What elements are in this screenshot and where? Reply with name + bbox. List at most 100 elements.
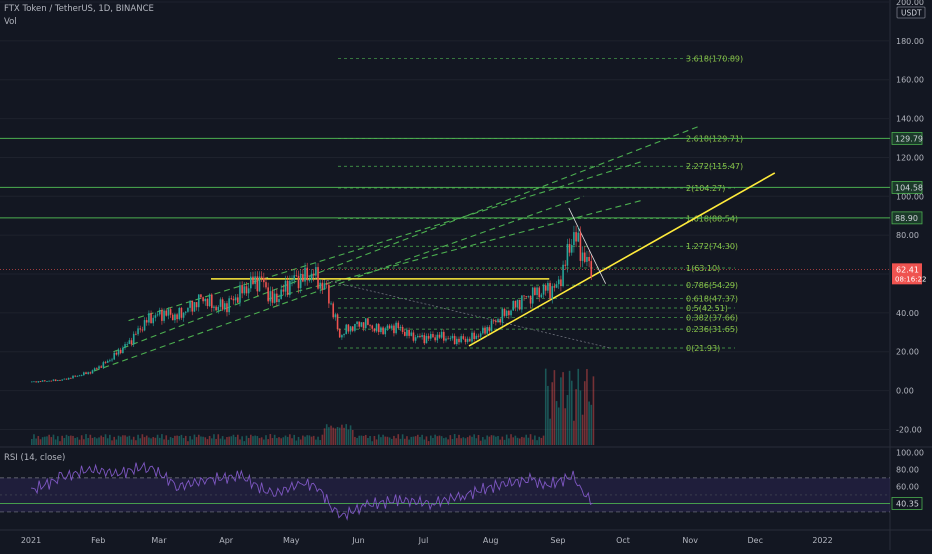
volume-bar <box>139 438 142 445</box>
candle-body <box>518 299 521 310</box>
candle-body <box>85 372 87 375</box>
candle-body <box>161 310 163 321</box>
volume-bar <box>219 438 222 445</box>
candle-body <box>512 300 515 311</box>
channel-line <box>113 125 700 353</box>
candle-body <box>534 287 536 296</box>
currency-label: USDT <box>901 9 922 18</box>
volume-bar <box>562 372 564 445</box>
volume-bar <box>564 408 567 445</box>
y-tick-label: 20.00 <box>896 348 919 357</box>
volume-bar <box>269 434 272 445</box>
candle-body <box>291 280 293 282</box>
candle-body <box>562 264 564 287</box>
volume-bar <box>419 436 421 445</box>
candle-body <box>269 291 272 302</box>
volume-bar <box>512 437 515 445</box>
candle-body <box>586 256 588 262</box>
candle-body <box>132 333 135 345</box>
volume-bar <box>109 434 111 445</box>
candle-body <box>573 232 575 246</box>
x-tick-label: Mar <box>151 536 167 545</box>
volume-bar <box>234 437 237 445</box>
x-tick-label: Feb <box>91 536 105 545</box>
candle-body <box>351 326 354 331</box>
volume-bar <box>323 428 326 445</box>
rsi-tick-label: 60.00 <box>896 482 919 491</box>
fib-level-label: 0(21.93) <box>686 344 720 353</box>
candle-body <box>443 331 445 341</box>
fib-diagonal <box>299 273 611 349</box>
volume-bar <box>96 438 98 445</box>
volume-bar <box>208 435 211 445</box>
candle-body <box>328 284 330 304</box>
candle-body <box>124 344 126 348</box>
volume-bar <box>523 437 525 445</box>
volume-bar <box>436 436 439 445</box>
volume-bar <box>182 437 185 445</box>
candle-body <box>343 334 345 336</box>
y-tick-label: 80.00 <box>896 231 919 240</box>
candle-body <box>104 362 107 363</box>
candle-body <box>338 329 341 338</box>
volume-bar <box>518 438 521 445</box>
volume-bar <box>126 436 129 445</box>
volume-bar <box>280 438 282 445</box>
candle-body <box>544 285 547 291</box>
volume-bar <box>453 434 456 445</box>
volume-bar <box>91 437 94 445</box>
volume-bar <box>414 436 417 445</box>
candle-body <box>349 326 352 332</box>
volume-bar <box>514 435 517 445</box>
volume-bar <box>462 437 465 445</box>
volume-bar <box>80 435 83 445</box>
volume-bar <box>488 436 491 445</box>
volume-bar <box>135 440 137 445</box>
volume-bar <box>527 437 530 445</box>
candle-body <box>486 327 488 334</box>
candle-body <box>156 314 159 316</box>
candle-body <box>100 366 102 368</box>
volume-bar <box>586 369 588 445</box>
volume-bar <box>447 439 449 445</box>
volume-bar <box>245 435 248 445</box>
candle-body <box>492 320 495 322</box>
candle-body <box>315 267 317 276</box>
y-tick-label: 140.00 <box>896 115 924 124</box>
volume-bar <box>390 438 393 445</box>
candle-body <box>57 380 59 382</box>
candle-body <box>317 267 319 289</box>
volume-bar <box>573 420 575 445</box>
chart-title: FTX Token / TetherUS, 1D, BINANCE <box>4 4 154 14</box>
candle-body <box>52 379 55 381</box>
volume-bar <box>529 434 532 445</box>
volume-bar <box>46 436 48 445</box>
x-tick-label: 2021 <box>21 536 41 545</box>
volume-bar <box>119 436 122 445</box>
volume-bar <box>338 427 341 445</box>
candle-body <box>484 327 486 334</box>
candle-body <box>473 332 475 340</box>
volume-bar <box>89 434 92 445</box>
candle-body <box>527 295 530 297</box>
candle-body <box>204 298 207 302</box>
volume-bar <box>544 368 547 445</box>
volume-bar <box>540 437 543 445</box>
volume-bar <box>471 436 473 445</box>
volume-bar <box>165 435 168 445</box>
candle-body <box>286 280 289 295</box>
volume-bar <box>299 439 302 445</box>
volume-bar <box>41 437 44 445</box>
candle-body <box>232 298 235 301</box>
candle-body <box>397 322 400 329</box>
volume-bar <box>148 437 150 445</box>
candle-body <box>169 309 172 315</box>
volume-bar <box>495 436 497 445</box>
candle-body <box>377 324 380 333</box>
volume-bar <box>204 437 207 445</box>
candle-body <box>46 381 48 383</box>
volume-bar <box>171 438 174 445</box>
candle-body <box>234 297 237 301</box>
